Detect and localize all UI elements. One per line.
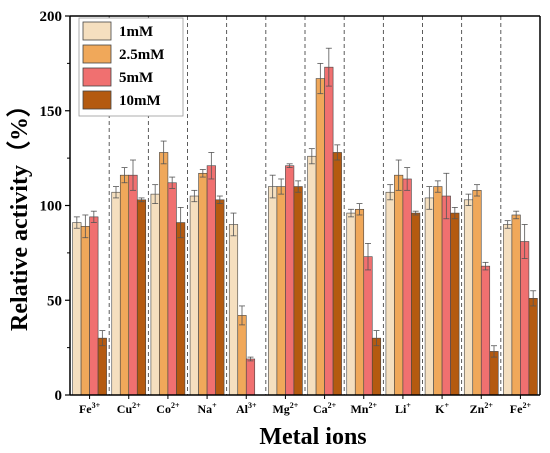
y-tick-label: 0 — [55, 388, 63, 404]
bar-5mM-Ca2+ — [324, 66, 334, 396]
x-tick-label: Fe2+ — [510, 401, 532, 416]
x-tick-label: Zn2+ — [470, 401, 494, 416]
y-tick-labels: 0 50 100 150 200 — [40, 9, 63, 404]
bar-10mM-Cu2+ — [136, 199, 147, 396]
bar-10mM-Mg2+ — [293, 186, 303, 396]
bar-1mM-Zn2+ — [463, 199, 474, 396]
bar-10mM-Fe2+ — [528, 298, 538, 396]
x-tick-label: Al3+ — [236, 401, 257, 416]
bar-5mM-Fe3+ — [89, 216, 99, 396]
bar-5mM-K+ — [441, 195, 451, 396]
bar-10mM-Zn2+ — [489, 351, 499, 396]
bar-1mM-Na+ — [189, 195, 199, 396]
legend-swatch-1mM — [82, 21, 112, 41]
bar-2.5mM-Na+ — [198, 172, 208, 396]
legend: 1mM 2.5mM 5mM 10mM — [78, 17, 184, 117]
x-tick-label: Mn2+ — [350, 401, 377, 416]
bar-10mM-Mn2+ — [371, 337, 382, 396]
bar-5mM-Mn2+ — [363, 256, 373, 396]
bar-2.5mM-Li+ — [394, 174, 404, 396]
bar-2.5mM-Mg2+ — [276, 186, 286, 396]
x-tick-label: Fe3+ — [79, 401, 101, 416]
legend-label-2.5mM: 2.5mM — [119, 47, 164, 63]
bar-2.5mM-Zn2+ — [472, 190, 482, 396]
bar-10mM-K+ — [450, 212, 460, 396]
bar-1mM-Li+ — [385, 191, 395, 396]
bar-2.5mM-K+ — [433, 186, 443, 396]
legend-label-10mM: 10mM — [119, 93, 161, 109]
legend-label-1mM: 1mM — [119, 24, 153, 40]
y-axis-title: Relative activity（%） — [6, 93, 33, 331]
legend-swatch-2.5mM — [82, 44, 112, 64]
y-tick-label: 50 — [47, 293, 62, 309]
bar-2.5mM-Cu2+ — [119, 174, 130, 396]
bar-1mM-Mg2+ — [268, 186, 278, 396]
bar-2.5mM-Fe3+ — [80, 226, 90, 396]
legend-label-5mM: 5mM — [119, 70, 153, 86]
x-tick-labels: Fe3+ Cu2+ Co2+ Na+ Al3+ Mg2+ Ca2+ Mn2+ Li+ K+ Zn2+… — [79, 401, 531, 416]
x-tick-label: K+ — [435, 401, 449, 416]
bar-5mM-Zn2+ — [480, 265, 491, 396]
bar-10mM-Ca2+ — [332, 152, 342, 396]
legend-swatch-5mM — [82, 67, 112, 87]
bar-2.5mM-Mn2+ — [354, 208, 365, 396]
bar-1mM-Mn2+ — [346, 212, 356, 396]
x-tick-label: Cu2+ — [117, 401, 141, 416]
bar-marks — [72, 66, 538, 396]
x-tick-label: Ca2+ — [313, 401, 337, 416]
bar-5mM-Fe2+ — [520, 241, 530, 396]
y-tick-label: 150 — [40, 104, 63, 120]
legend-swatch-10mM — [82, 90, 112, 110]
bar-2.5mM-Al3+ — [237, 315, 247, 396]
x-tick-label: Li+ — [395, 401, 411, 416]
x-tick-label: Mg2+ — [272, 401, 298, 416]
bar-2.5mM-Co2+ — [159, 152, 169, 396]
bar-5mM-Co2+ — [167, 182, 177, 396]
bar-1mM-K+ — [424, 197, 434, 396]
bar-10mM-Co2+ — [176, 222, 186, 396]
x-tick-label: Na+ — [197, 401, 217, 416]
bar-1mM-Fe2+ — [503, 224, 513, 396]
bar-5mM-Al3+ — [245, 358, 256, 396]
bar-1mM-Fe3+ — [72, 222, 82, 396]
x-axis-title: Metal ions — [259, 424, 366, 450]
bar-5mM-Li+ — [402, 178, 412, 396]
x-tick-label: Co2+ — [156, 401, 180, 416]
y-tick-label: 200 — [40, 9, 63, 25]
bar-1mM-Ca2+ — [307, 155, 317, 396]
bar-10mM-Fe3+ — [97, 337, 107, 396]
bar-5mM-Cu2+ — [128, 174, 138, 396]
bar-2.5mM-Ca2+ — [315, 78, 325, 396]
bar-1mM-Co2+ — [150, 193, 160, 396]
error-bars — [73, 47, 537, 362]
bar-5mM-Na+ — [206, 165, 216, 396]
axes — [65, 15, 541, 399]
bar-5mM-Mg2+ — [285, 165, 295, 396]
bar-1mM-Cu2+ — [111, 191, 121, 396]
bar-10mM-Li+ — [411, 212, 421, 396]
bar-2.5mM-Fe2+ — [511, 214, 521, 396]
bar-1mM-Al3+ — [228, 224, 239, 396]
y-tick-label: 100 — [40, 199, 63, 215]
bar-10mM-Na+ — [215, 199, 225, 396]
